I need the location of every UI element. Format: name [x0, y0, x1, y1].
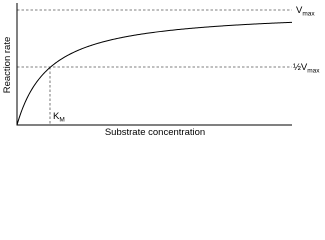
vmax-sub: max	[302, 11, 315, 18]
km-main: K	[53, 111, 60, 122]
diagram: Vmax ½Vmax KM Reaction rate Substrate co…	[2, 3, 320, 138]
page: Vmax ½Vmax KM Reaction rate Substrate co…	[2, 3, 321, 138]
half-vmax-sub: max	[307, 68, 320, 75]
vmax-main: V	[296, 5, 303, 16]
rate-curve	[16, 21, 293, 126]
half-vmax-main: ½V	[293, 62, 308, 73]
half-vmax-label: ½Vmax	[293, 62, 320, 75]
vmax-label: Vmax	[296, 5, 315, 18]
y-axis-label: Reaction rate	[2, 37, 13, 94]
km-label: KM	[53, 111, 65, 124]
km-sub: M	[59, 117, 64, 124]
x-axis-label: Substrate concentration	[105, 127, 205, 138]
